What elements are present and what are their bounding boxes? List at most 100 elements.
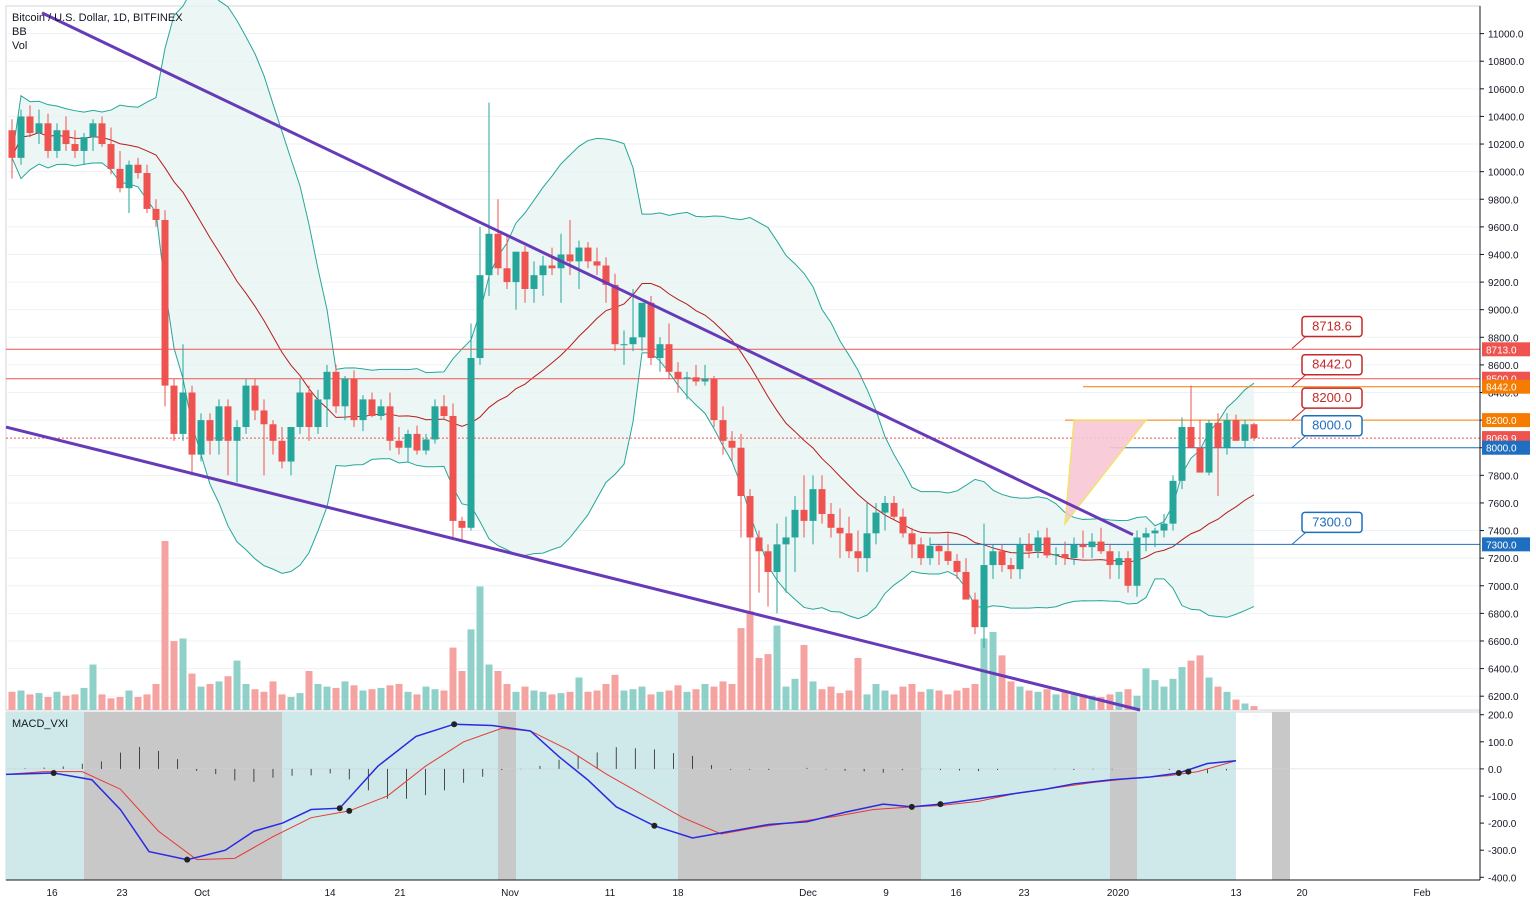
- volume-bar: [692, 689, 700, 710]
- candle-body: [1187, 427, 1195, 448]
- candle-body: [260, 410, 268, 425]
- volume-bar: [827, 686, 835, 710]
- volume-bar: [296, 693, 304, 710]
- candle: [287, 427, 295, 476]
- candle: [1097, 527, 1105, 555]
- candle: [845, 516, 853, 559]
- volume-bar: [206, 684, 214, 710]
- candle: [1007, 558, 1015, 579]
- macd-indicator-label[interactable]: MACD_VXI: [12, 718, 69, 730]
- bb-lower-line: [11, 157, 1255, 620]
- volume-bar: [251, 689, 259, 710]
- candle: [467, 323, 475, 531]
- callout-label: 8000.0: [1312, 418, 1352, 433]
- candle-body: [17, 116, 25, 158]
- candle: [44, 113, 52, 158]
- candle: [1241, 420, 1249, 448]
- candle: [485, 102, 493, 296]
- candle-body: [1142, 533, 1150, 538]
- volume-bar: [350, 685, 358, 710]
- candle-body: [593, 261, 601, 266]
- candle: [323, 364, 331, 428]
- volume-bar: [161, 541, 169, 710]
- volume-bar: [107, 698, 115, 710]
- volume-bar: [854, 658, 862, 710]
- candle-body: [386, 406, 394, 441]
- volume-bar: [368, 689, 376, 710]
- candle-body: [1151, 530, 1159, 534]
- candle: [1115, 551, 1123, 579]
- macd-shaded-region: [1272, 712, 1290, 880]
- candle: [296, 378, 304, 434]
- volume-bar: [548, 694, 556, 710]
- volume-bar: [809, 681, 817, 710]
- macd-cross-dot: [451, 721, 458, 728]
- candle: [548, 247, 556, 276]
- candle: [503, 233, 511, 289]
- triangle-pattern: [1064, 419, 1148, 527]
- candle-body: [836, 527, 844, 534]
- volume-bar: [926, 689, 934, 710]
- volume-bar: [1142, 668, 1150, 710]
- volume-bar: [647, 694, 655, 710]
- volume-bar: [8, 691, 16, 710]
- candle: [584, 242, 592, 269]
- volume-bar: [764, 654, 772, 710]
- candle-body: [908, 533, 916, 545]
- volume-bar: [737, 628, 745, 710]
- candle: [188, 385, 196, 476]
- candle: [206, 413, 214, 455]
- volume-bar: [989, 632, 997, 710]
- candle: [953, 554, 961, 579]
- price-tick-label: 10400.0: [1488, 112, 1525, 123]
- candle-body: [728, 440, 736, 448]
- volume-bar: [683, 691, 691, 710]
- price-badge-label: 8200.0: [1486, 416, 1517, 427]
- volume-bar: [980, 638, 988, 710]
- candle: [656, 337, 664, 372]
- bb-indicator-label[interactable]: BB: [12, 26, 27, 38]
- volume-bar: [593, 690, 601, 710]
- candle: [350, 370, 358, 428]
- candle-body: [1241, 424, 1249, 441]
- candle: [1169, 475, 1177, 531]
- candle-body: [791, 509, 799, 538]
- price-tick-label: 10600.0: [1488, 85, 1525, 96]
- volume-bar: [818, 689, 826, 710]
- macd: [5, 721, 1480, 863]
- candle: [422, 433, 430, 455]
- volume-bar: [998, 655, 1006, 710]
- volume-bar: [539, 691, 547, 710]
- candle-body: [89, 123, 97, 138]
- macd-shaded-region: [84, 712, 282, 880]
- candle: [1061, 541, 1069, 566]
- candle-body: [188, 392, 196, 455]
- candle: [647, 295, 655, 365]
- volume-bar: [1061, 690, 1069, 710]
- volume-bar: [1034, 691, 1042, 710]
- candle: [935, 544, 943, 566]
- macd-tick-label: -200.0: [1488, 819, 1517, 830]
- volume-bar: [1079, 694, 1087, 710]
- volume-indicator-label[interactable]: Vol: [12, 40, 28, 52]
- candle: [1106, 544, 1114, 579]
- candle: [791, 496, 799, 572]
- candle: [1142, 527, 1150, 552]
- macd-tick-label: 200.0: [1488, 711, 1513, 722]
- volume-bar: [1097, 697, 1105, 710]
- volume-bar: [719, 681, 727, 710]
- candle: [476, 226, 484, 365]
- candle: [1133, 530, 1141, 597]
- candle-body: [269, 424, 277, 441]
- volume-bar: [1205, 677, 1213, 710]
- candle: [971, 592, 979, 635]
- macd-cross-dot: [336, 805, 343, 812]
- candle: [494, 199, 502, 276]
- candle: [278, 427, 286, 469]
- candle-body: [53, 130, 61, 151]
- volume-bar: [224, 676, 232, 710]
- volume-bar: [179, 638, 187, 710]
- candle: [872, 502, 880, 545]
